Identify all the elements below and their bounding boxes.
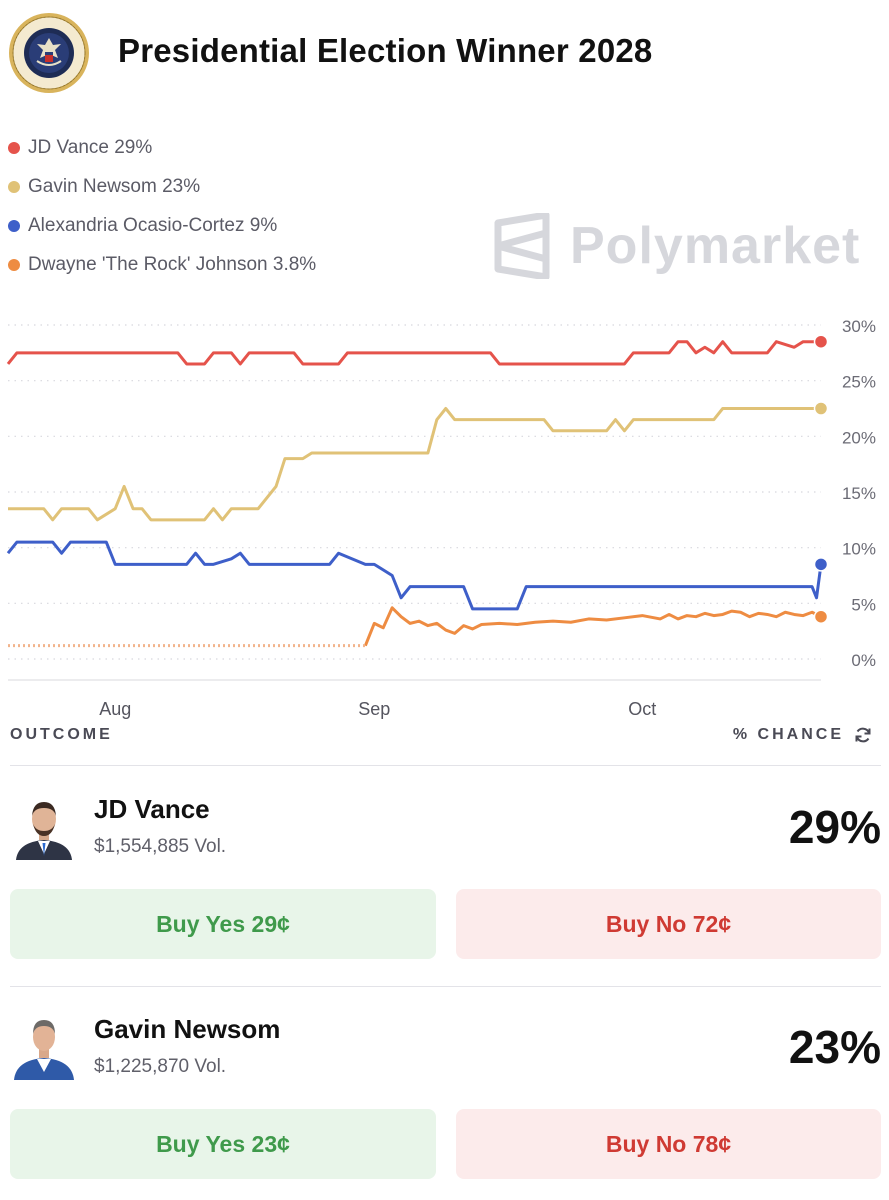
presidential-seal-icon	[9, 13, 89, 93]
series-endpoint	[813, 401, 829, 416]
avatar	[14, 794, 74, 860]
watermark-text: Polymarket	[570, 217, 861, 275]
chart-legend: JD Vance 29% Gavin Newsom 23% Alexandria…	[8, 128, 316, 284]
y-tick-label: 5%	[851, 595, 876, 614]
x-tick-label: Sep	[358, 699, 390, 719]
series-line	[363, 606, 822, 647]
page-header: Presidential Election Winner 2028	[0, 0, 889, 110]
series-endpoint	[813, 557, 829, 572]
legend-dot	[8, 141, 20, 154]
y-tick-label: 20%	[842, 428, 876, 447]
candidate-chance: 23%	[788, 1021, 881, 1073]
series-line	[6, 340, 821, 366]
polymarket-watermark: Polymarket	[492, 210, 862, 282]
candidate-volume: $1,554,885 Vol.	[94, 836, 227, 857]
legend-dot	[8, 258, 20, 271]
outcome-row-newsom[interactable]: Gavin Newsom $1,225,870 Vol. 23%	[0, 1014, 889, 1104]
legend-dot	[8, 219, 20, 232]
x-tick-label: Aug	[99, 699, 131, 719]
legend-item-johnson: Dwayne 'The Rock' Johnson 3.8%	[8, 245, 316, 284]
price-history-chart[interactable]: 30% 25% 20% 15% 10% 5% 0% Aug Sep Oct	[0, 300, 889, 725]
buy-no-button[interactable]: Buy No 78¢	[456, 1109, 881, 1179]
y-tick-label: 30%	[842, 317, 876, 336]
divider	[10, 765, 881, 766]
legend-label: JD Vance 29%	[28, 136, 153, 158]
outcome-header: OUTCOME % CHANCE	[10, 726, 880, 748]
buy-no-button[interactable]: Buy No 72¢	[456, 889, 881, 959]
chance-column-label: % CHANCE	[732, 726, 844, 743]
avatar	[14, 1014, 74, 1080]
legend-label: Alexandria Ocasio-Cortez 9%	[28, 214, 278, 236]
buy-yes-button[interactable]: Buy Yes 29¢	[10, 889, 436, 959]
candidate-name: Gavin Newsom	[94, 1014, 281, 1044]
legend-item-aoc: Alexandria Ocasio-Cortez 9%	[8, 206, 316, 245]
y-tick-label: 25%	[842, 373, 876, 392]
refresh-icon[interactable]	[854, 726, 872, 744]
divider	[10, 986, 881, 987]
series-line	[6, 540, 823, 611]
candidate-volume: $1,225,870 Vol.	[94, 1056, 227, 1077]
x-tick-label: Oct	[628, 699, 656, 719]
candidate-name: JD Vance	[94, 794, 210, 824]
y-tick-label: 0%	[851, 651, 876, 670]
chance-column: % CHANCE	[733, 726, 872, 744]
y-tick-label: 15%	[842, 484, 876, 503]
series-endpoint	[813, 609, 829, 624]
legend-item-vance: JD Vance 29%	[8, 128, 316, 167]
candidate-chance: 29%	[788, 801, 881, 853]
series-endpoint	[813, 334, 829, 349]
legend-label: Gavin Newsom 23%	[28, 175, 201, 197]
outcome-column-label: OUTCOME	[10, 726, 113, 743]
buy-yes-button[interactable]: Buy Yes 23¢	[10, 1109, 436, 1179]
outcome-row-vance[interactable]: JD Vance $1,554,885 Vol. 29%	[0, 794, 889, 884]
y-tick-label: 10%	[842, 540, 876, 559]
legend-dot	[8, 180, 20, 193]
legend-label: Dwayne 'The Rock' Johnson 3.8%	[28, 253, 317, 275]
polymarket-logo-icon	[494, 213, 550, 279]
series-line	[8, 407, 821, 522]
legend-item-newsom: Gavin Newsom 23%	[8, 167, 316, 206]
page-title: Presidential Election Winner 2028	[118, 32, 653, 69]
